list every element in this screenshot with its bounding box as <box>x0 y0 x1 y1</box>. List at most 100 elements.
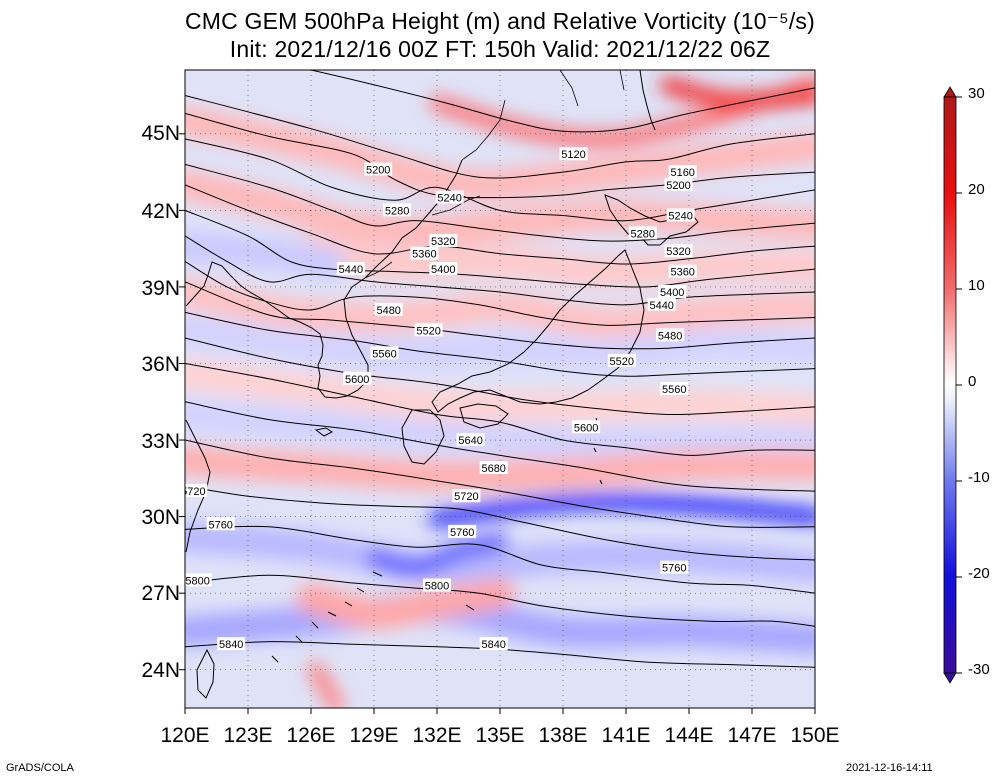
lon-label-126e: 126E <box>286 724 336 747</box>
svg-text:5720: 5720 <box>181 486 205 498</box>
svg-text:5800: 5800 <box>185 575 209 587</box>
contour-label-5600: 5600 <box>343 371 372 386</box>
svg-text:5120: 5120 <box>561 149 585 161</box>
svg-text:5760: 5760 <box>662 563 686 575</box>
contour-label-5560: 5560 <box>370 346 399 360</box>
contour-label-5840: 5840 <box>217 637 246 651</box>
svg-text:5240: 5240 <box>668 210 692 222</box>
contour-label-5560: 5560 <box>660 382 689 396</box>
title-line-1: CMC GEM 500hPa Height (m) and Relative V… <box>184 8 815 34</box>
contour-5480 <box>185 281 815 350</box>
contour-label-5640: 5640 <box>456 433 485 447</box>
contour-label-5240: 5240 <box>435 190 464 205</box>
lon-label-120e: 120E <box>160 724 210 747</box>
svg-text:5200: 5200 <box>666 180 690 192</box>
contour-5280 <box>185 163 815 242</box>
contour-label-5680: 5680 <box>479 461 508 475</box>
svg-text:5160: 5160 <box>670 167 694 179</box>
contour-label-5520: 5520 <box>607 353 636 368</box>
contour-label-5800: 5800 <box>185 573 212 587</box>
lat-label-24n: 24N <box>141 659 180 682</box>
svg-text:5720: 5720 <box>454 491 478 503</box>
contour-label-5120: 5120 <box>559 147 588 161</box>
contour-5560 <box>185 337 815 416</box>
contour-label-5440: 5440 <box>336 262 365 276</box>
contour-5640 <box>185 401 815 492</box>
contour-label-5800: 5800 <box>423 578 451 593</box>
axis-ticks <box>179 133 816 714</box>
colorbar-label-m30: -30 <box>968 661 990 678</box>
coastline-jeju <box>314 427 333 437</box>
svg-text:5200: 5200 <box>366 165 390 177</box>
colorbar-ramp <box>943 96 957 674</box>
vorticity-band-13 <box>366 534 508 576</box>
colorbar-label-0: 0 <box>968 373 977 390</box>
svg-text:5360: 5360 <box>412 249 436 261</box>
svg-text:5520: 5520 <box>610 356 634 368</box>
border-lines <box>364 70 625 279</box>
vorticity-band-2 <box>660 77 815 109</box>
vorticity-band-5 <box>185 277 815 338</box>
lat-label-30n: 30N <box>141 506 180 529</box>
svg-text:5400: 5400 <box>431 264 455 276</box>
vorticity-band-16 <box>307 661 345 708</box>
contour-5600 <box>185 363 815 456</box>
contour-label-5280: 5280 <box>628 226 657 240</box>
colorbar-ticks <box>956 96 962 674</box>
lon-label-132e: 132E <box>412 724 462 747</box>
contour-label-5320: 5320 <box>664 244 693 258</box>
svg-text:5480: 5480 <box>376 305 400 317</box>
lon-label-138e: 138E <box>538 724 588 747</box>
coastline-shikoku <box>459 403 509 429</box>
lon-label-123e: 123E <box>223 724 273 747</box>
vorticity-field <box>185 74 815 708</box>
contour-label-5240: 5240 <box>666 208 695 222</box>
contour-label-5320: 5320 <box>429 233 458 248</box>
vorticity-band-15 <box>296 578 515 629</box>
svg-text:5800: 5800 <box>425 581 449 593</box>
svg-text:5480: 5480 <box>658 330 682 342</box>
contour-label-5720: 5720 <box>181 484 208 498</box>
lon-label-135e: 135E <box>475 724 525 747</box>
contour-5440 <box>185 260 815 326</box>
contour-5120 <box>308 70 815 133</box>
contour-5320 <box>185 184 815 265</box>
contour-5240 <box>185 138 815 222</box>
coastline-sakhalin <box>639 70 656 131</box>
contour-label-5200: 5200 <box>364 162 393 177</box>
svg-text:5320: 5320 <box>666 246 690 258</box>
vorticity-band-6 <box>185 231 347 279</box>
vorticity-band-14 <box>185 593 815 655</box>
svg-text:5440: 5440 <box>339 264 363 276</box>
contour-5680 <box>185 439 815 528</box>
colorbar-bottom-arrow <box>943 672 957 684</box>
contour-5520 <box>185 311 815 377</box>
vorticity-band-7 <box>185 315 815 369</box>
svg-text:5560: 5560 <box>662 384 686 396</box>
lat-label-42n: 42N <box>141 200 180 223</box>
coastline-hokkaido <box>604 194 699 246</box>
svg-text:5240: 5240 <box>437 193 461 205</box>
contour-label-5480: 5480 <box>656 328 685 342</box>
contour-label-5600: 5600 <box>572 420 601 434</box>
svg-text:5840: 5840 <box>481 639 505 651</box>
lon-label-150e: 150E <box>790 724 840 747</box>
svg-text:5600: 5600 <box>345 374 369 386</box>
lon-label-129e: 129E <box>349 724 399 747</box>
svg-text:5440: 5440 <box>649 300 673 312</box>
contour-label-5840: 5840 <box>479 637 508 651</box>
svg-text:5560: 5560 <box>372 348 396 360</box>
colorbar-label-m10: -10 <box>968 469 990 486</box>
colorbar <box>943 86 962 684</box>
svg-text:5760: 5760 <box>450 527 474 539</box>
vorticity-band-4 <box>296 236 815 287</box>
vorticity-band-8 <box>185 358 815 425</box>
contour-5360 <box>185 209 815 288</box>
contour-labels: 5200512051605200524052405280528053205320… <box>181 147 697 651</box>
svg-text:5640: 5640 <box>458 435 482 447</box>
contour-5720 <box>185 485 815 561</box>
footer-timestamp: 2021-12-16-14:11 <box>846 762 933 774</box>
svg-text:5400: 5400 <box>660 287 684 299</box>
vorticity-band-12 <box>185 522 815 583</box>
